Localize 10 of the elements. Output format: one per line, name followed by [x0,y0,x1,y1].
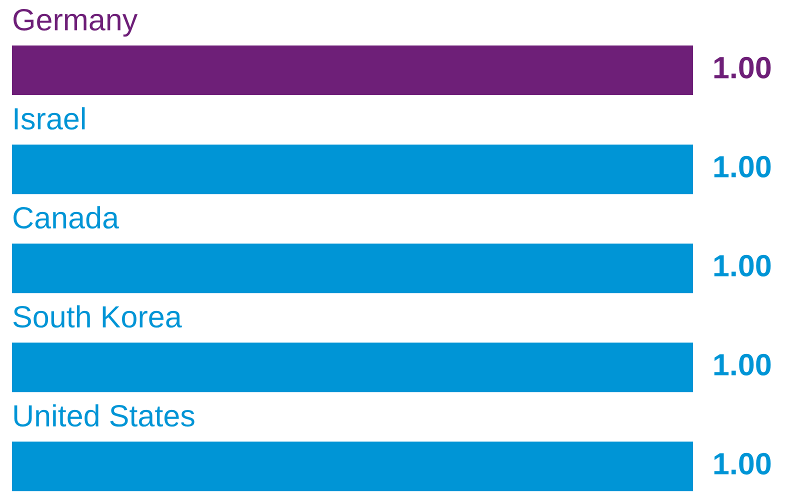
y-tick-label: Germany [14,8,138,37]
data-label: 1.00 [714,56,771,79]
y-tick-label: United States [14,404,194,427]
y-tick-label: South Korea [13,305,182,328]
data-label: 1.00 [714,452,771,475]
y-tick-label: Canada [14,206,120,229]
data-label: 1.00 [714,354,771,376]
data-label: 1.00 [714,254,771,277]
y-tick-label: Israel [14,107,85,130]
data-label: 1.00 [714,156,771,178]
